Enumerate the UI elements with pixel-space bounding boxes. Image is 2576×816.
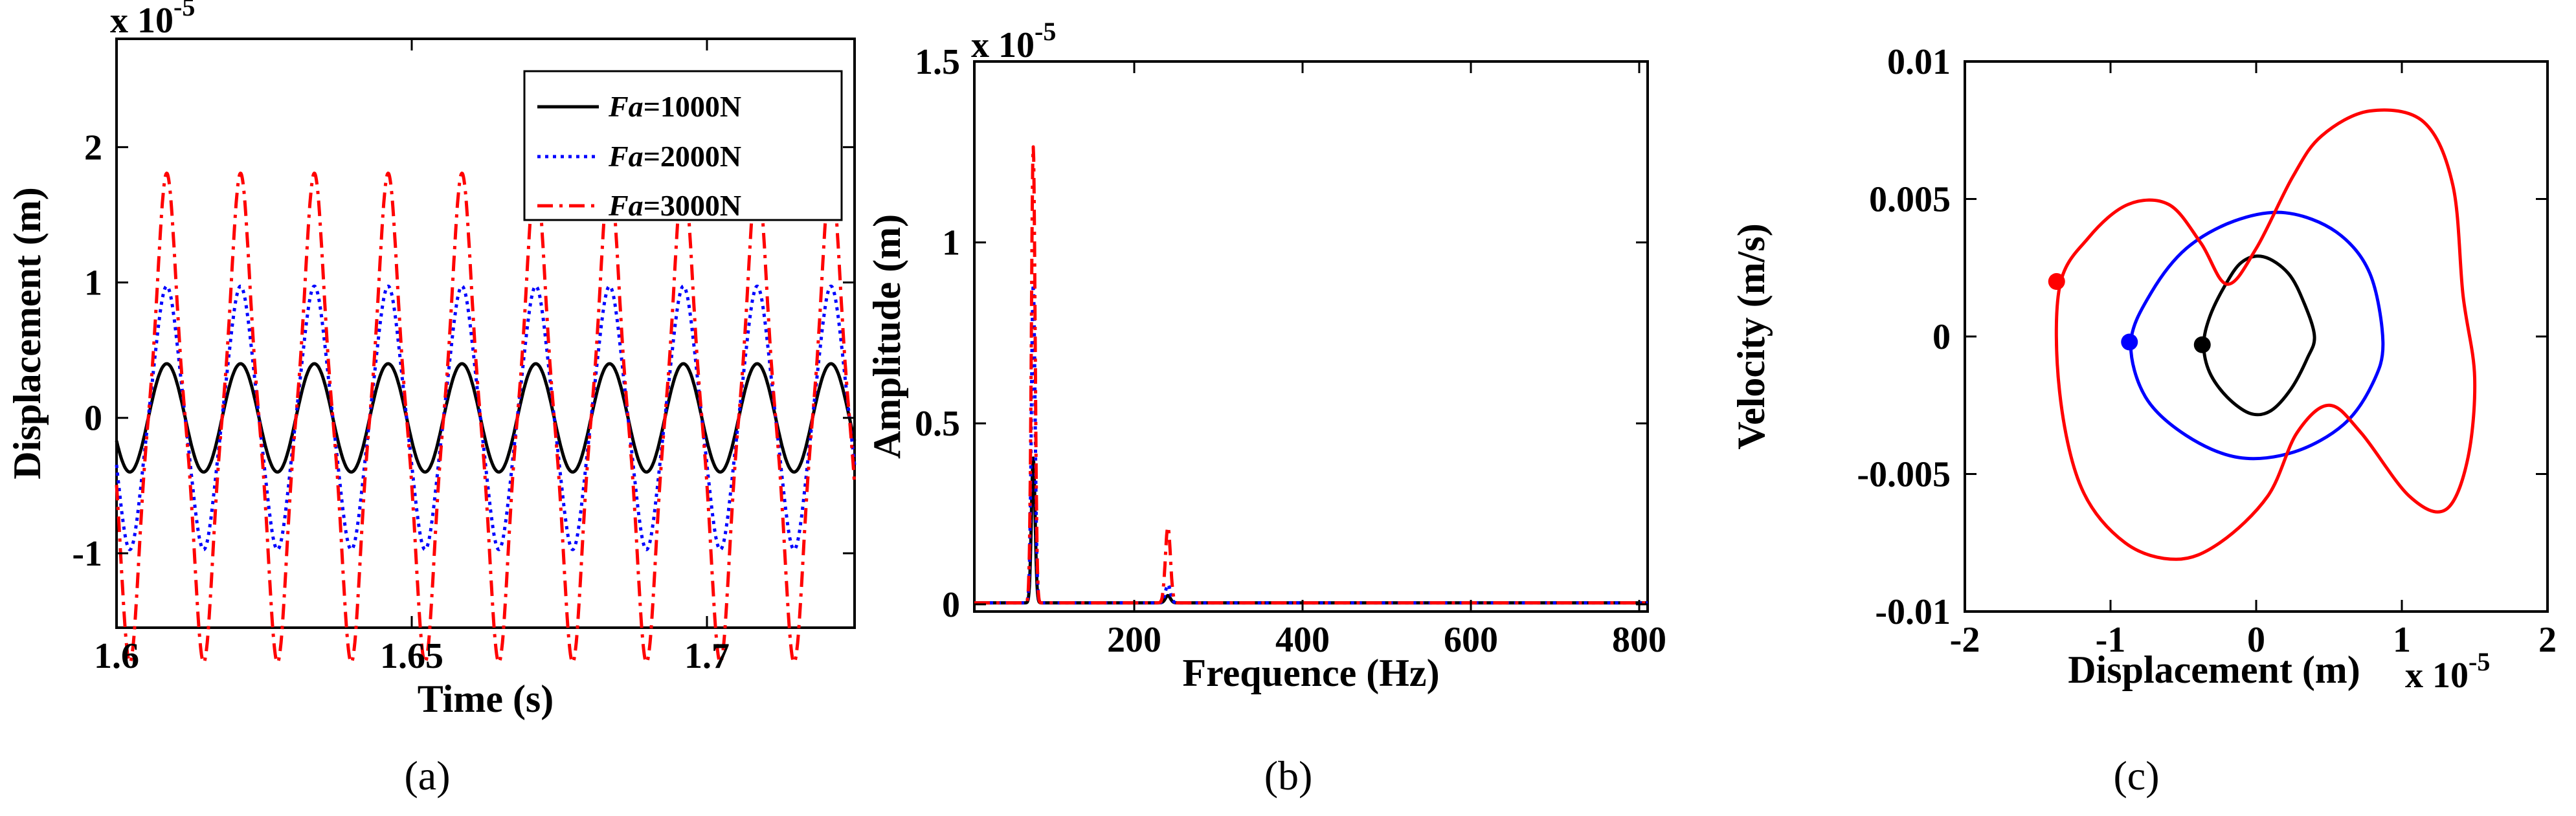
x-axis-label: Time (s): [418, 678, 554, 720]
x-axis-label: Displacement (m): [2068, 648, 2360, 691]
y-axis-label: Displacement (m): [6, 187, 49, 480]
x-exponent: x 10-5: [2405, 647, 2490, 696]
x-tick-label: 400: [1275, 620, 1330, 660]
x-tick-label: 200: [1107, 620, 1161, 660]
series-line-fa-1000n: [115, 362, 857, 474]
plot-frame: [1964, 60, 2549, 613]
legend-label-2000n: Fa=2000N: [608, 140, 741, 173]
x-tick-label: 0: [2247, 620, 2265, 660]
series-marker-fa-3000n: [2048, 273, 2065, 290]
y-tick-label: 1: [84, 263, 102, 303]
plot-lines: [973, 145, 1649, 605]
series-marker-fa-1000n: [2193, 336, 2211, 353]
y-tick-label: 0.005: [1869, 180, 1951, 220]
y-tick-label: 1.5: [915, 42, 960, 82]
panel-caption: (a): [404, 753, 450, 799]
series-line-fa-3000n: [2054, 108, 2477, 561]
y-axis-label: Amplitude (m): [866, 214, 908, 459]
y-tick-label: 0.01: [1887, 42, 1951, 82]
panel-a: 1.6 1.65 1.7 -1 0 1 2 x 10-5 Fa=1000N Fa=2000…: [6, 0, 857, 799]
x-tick-label: 1.7: [684, 636, 730, 676]
panel-caption: (b): [1264, 753, 1313, 799]
x-tick-label: 1.65: [380, 636, 443, 676]
x-axis-label: Frequence (Hz): [1182, 652, 1439, 694]
x-tick-label: 2: [2538, 620, 2557, 660]
legend: Fa=1000N Fa=2000N Fa=3000N: [523, 70, 843, 222]
x-tick-labels: -2 -1 0 1 2: [1950, 620, 2557, 660]
series-line-fa-3000n: [115, 171, 857, 665]
legend-label-1000n: Fa=1000N: [608, 90, 741, 123]
y-tick-label: 2: [84, 127, 102, 168]
legend-box: [523, 70, 843, 221]
y-tick-label: 0: [1932, 317, 1951, 357]
x-tick-label: 1.6: [94, 636, 139, 676]
x-tick-labels: 200 400 600 800: [1107, 620, 1666, 660]
series-marker-fa-2000n: [2121, 333, 2138, 351]
x-tick-label: 1: [2393, 620, 2411, 660]
x-tick-labels: 1.6 1.65 1.7: [94, 636, 730, 676]
y-tick-labels: 0 0.5 1 1.5: [915, 42, 960, 625]
y-tick-label: 0.5: [915, 404, 960, 444]
series-line-fa-3000n: [973, 145, 1649, 605]
y-tick-label: -1: [72, 534, 102, 574]
y-tick-label: 0: [942, 585, 960, 625]
y-exponent: x 10-5: [971, 17, 1056, 65]
x-tick-label: 800: [1612, 620, 1666, 660]
x-tick-label: 600: [1444, 620, 1498, 660]
legend-label-3000n: Fa=3000N: [608, 189, 741, 222]
x-tick-label: -1: [2096, 620, 2126, 660]
y-exponent: x 10-5: [110, 0, 195, 41]
panel-c: -2 -1 0 1 2 -0.01 -0.005 0 0.005 0.01 x 10-5 Dis…: [1730, 42, 2557, 799]
y-tick-label: 1: [942, 223, 960, 263]
tick-marks: [1964, 60, 2549, 613]
panel-caption: (c): [2113, 753, 2159, 799]
plot-lines: [115, 171, 857, 665]
y-tick-label: 0: [84, 399, 102, 439]
tick-marks: [974, 60, 1648, 612]
y-axis-label: Velocity (m/s): [1730, 223, 1773, 449]
y-tick-labels: -1 0 1 2: [72, 127, 102, 574]
y-tick-label: -0.01: [1875, 592, 1951, 632]
panel-b: 200 400 600 800 0 0.5 1 1.5 x 10-5 Frequence (…: [866, 17, 1666, 799]
plot-lines: [2048, 108, 2477, 561]
tick-marks: [115, 39, 855, 628]
plot-frame: [973, 60, 1649, 613]
x-tick-label: -2: [1950, 620, 1980, 660]
y-tick-labels: -0.01 -0.005 0 0.005 0.01: [1857, 42, 1951, 632]
y-tick-label: -0.005: [1857, 455, 1951, 495]
